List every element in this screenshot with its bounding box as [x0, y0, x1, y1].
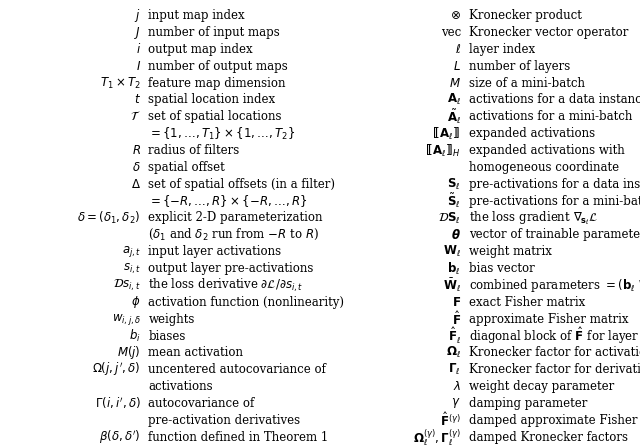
Text: Kronecker vector operator: Kronecker vector operator — [469, 26, 628, 39]
Text: $L$: $L$ — [453, 60, 461, 73]
Text: $[\![\mathbf{A}_\ell]\!]_H$: $[\![\mathbf{A}_\ell]\!]_H$ — [425, 143, 461, 159]
Text: pre-activation derivatives: pre-activation derivatives — [148, 414, 301, 427]
Text: exact Fisher matrix: exact Fisher matrix — [469, 296, 586, 309]
Text: $\mathbf{A}_\ell$: $\mathbf{A}_\ell$ — [447, 93, 461, 107]
Text: expanded activations: expanded activations — [469, 127, 595, 140]
Text: $j$: $j$ — [134, 7, 141, 24]
Text: $\tilde{\mathbf{S}}_\ell$: $\tilde{\mathbf{S}}_\ell$ — [447, 192, 461, 211]
Text: the loss derivative $\partial\mathcal{L}/\partial s_{i,t}$: the loss derivative $\partial\mathcal{L}… — [148, 277, 304, 294]
Text: damped Kronecker factors: damped Kronecker factors — [469, 430, 628, 444]
Text: $\gamma$: $\gamma$ — [451, 396, 461, 410]
Text: mean activation: mean activation — [148, 346, 243, 359]
Text: autocovariance of: autocovariance of — [148, 397, 255, 410]
Text: layer index: layer index — [469, 43, 535, 56]
Text: $\Delta$: $\Delta$ — [131, 178, 141, 191]
Text: $\bar{\mathbf{W}}_\ell$: $\bar{\mathbf{W}}_\ell$ — [443, 277, 461, 294]
Text: approximate Fisher matrix: approximate Fisher matrix — [469, 312, 628, 326]
Text: number of input maps: number of input maps — [148, 26, 280, 39]
Text: activations for a mini-batch: activations for a mini-batch — [469, 110, 632, 123]
Text: $\phi$: $\phi$ — [131, 294, 141, 310]
Text: $\hat{\mathbf{F}}^{(\gamma)}$: $\hat{\mathbf{F}}^{(\gamma)}$ — [440, 411, 461, 429]
Text: input map index: input map index — [148, 9, 245, 22]
Text: $a_{j,t}$: $a_{j,t}$ — [122, 244, 141, 259]
Text: $\delta$: $\delta$ — [132, 161, 141, 174]
Text: $\Omega(j, j', \delta)$: $\Omega(j, j', \delta)$ — [92, 361, 141, 379]
Text: $\hat{\mathbf{F}}$: $\hat{\mathbf{F}}$ — [452, 310, 461, 328]
Text: homogeneous coordinate: homogeneous coordinate — [469, 161, 620, 174]
Text: pre-activations for a mini-batch: pre-activations for a mini-batch — [469, 194, 640, 207]
Text: $\mathbf{W}_\ell$: $\mathbf{W}_\ell$ — [443, 244, 461, 259]
Text: $\hat{\mathbf{F}}_\ell$: $\hat{\mathbf{F}}_\ell$ — [448, 326, 461, 346]
Text: vec: vec — [440, 26, 461, 39]
Text: bias vector: bias vector — [469, 262, 535, 275]
Text: expanded activations with: expanded activations with — [469, 144, 625, 157]
Text: weight decay parameter: weight decay parameter — [469, 380, 614, 393]
Text: biases: biases — [148, 329, 186, 342]
Text: $\boldsymbol{\theta}$: $\boldsymbol{\theta}$ — [451, 228, 461, 242]
Text: $J$: $J$ — [134, 25, 141, 41]
Text: the loss gradient $\nabla_{\mathbf{s}_\ell}\mathcal{L}$: the loss gradient $\nabla_{\mathbf{s}_\e… — [469, 209, 599, 227]
Text: $[\![\mathbf{A}_\ell]\!]$: $[\![\mathbf{A}_\ell]\!]$ — [432, 126, 461, 142]
Text: $\mathcal{T}$: $\mathcal{T}$ — [130, 110, 141, 123]
Text: $\tilde{\mathbf{A}}_\ell$: $\tilde{\mathbf{A}}_\ell$ — [447, 108, 461, 126]
Text: Kronecker factor for activations: Kronecker factor for activations — [469, 346, 640, 359]
Text: $\mathcal{D}s_{i,t}$: $\mathcal{D}s_{i,t}$ — [113, 278, 141, 293]
Text: vector of trainable parameters: vector of trainable parameters — [469, 228, 640, 241]
Text: $\lambda$: $\lambda$ — [452, 380, 461, 393]
Text: $M$: $M$ — [449, 76, 461, 89]
Text: combined parameters $= (\mathbf{b}_\ell\ \mathbf{W}_\ell)$: combined parameters $= (\mathbf{b}_\ell\… — [469, 277, 640, 294]
Text: $\mathbf{F}$: $\mathbf{F}$ — [452, 296, 461, 309]
Text: $= \{-R, \ldots, R\} \times \{-R, \ldots, R\}$: $= \{-R, \ldots, R\} \times \{-R, \ldots… — [148, 193, 308, 209]
Text: $\otimes$: $\otimes$ — [450, 9, 461, 22]
Text: weight matrix: weight matrix — [469, 245, 552, 258]
Text: $T_1 \times T_2$: $T_1 \times T_2$ — [100, 76, 141, 91]
Text: Kronecker factor for derivatives: Kronecker factor for derivatives — [469, 363, 640, 376]
Text: ($\delta_1$ and $\delta_2$ run from $-R$ to $R$): ($\delta_1$ and $\delta_2$ run from $-R$… — [148, 227, 319, 242]
Text: set of spatial locations: set of spatial locations — [148, 110, 282, 123]
Text: $w_{i,j,\delta}$: $w_{i,j,\delta}$ — [111, 312, 141, 327]
Text: $s_{i,t}$: $s_{i,t}$ — [123, 261, 141, 276]
Text: $I$: $I$ — [136, 60, 141, 73]
Text: damping parameter: damping parameter — [469, 397, 588, 410]
Text: $b_i$: $b_i$ — [129, 328, 141, 344]
Text: $\delta = (\delta_1, \delta_2)$: $\delta = (\delta_1, \delta_2)$ — [77, 210, 141, 226]
Text: $t$: $t$ — [134, 93, 141, 106]
Text: input layer activations: input layer activations — [148, 245, 282, 258]
Text: number of layers: number of layers — [469, 60, 570, 73]
Text: $\mathcal{D}\mathbf{S}_\ell$: $\mathcal{D}\mathbf{S}_\ell$ — [438, 211, 461, 226]
Text: explicit 2-D parameterization: explicit 2-D parameterization — [148, 211, 323, 224]
Text: feature map dimension: feature map dimension — [148, 76, 286, 89]
Text: spatial offset: spatial offset — [148, 161, 225, 174]
Text: output layer pre-activations: output layer pre-activations — [148, 262, 314, 275]
Text: $M(j)$: $M(j)$ — [117, 344, 141, 361]
Text: pre-activations for a data instance: pre-activations for a data instance — [469, 178, 640, 191]
Text: $\mathbf{\Omega}_\ell^{(\gamma)}, \mathbf{\Gamma}_\ell^{(\gamma)}$: $\mathbf{\Omega}_\ell^{(\gamma)}, \mathb… — [413, 427, 461, 447]
Text: weights: weights — [148, 312, 195, 326]
Text: $\beta(\delta, \delta')$: $\beta(\delta, \delta')$ — [99, 428, 141, 446]
Text: output map index: output map index — [148, 43, 253, 56]
Text: size of a mini-batch: size of a mini-batch — [469, 76, 585, 89]
Text: activations for a data instance: activations for a data instance — [469, 93, 640, 106]
Text: damped approximate Fisher matrix: damped approximate Fisher matrix — [469, 414, 640, 427]
Text: $\Gamma(i, i', \delta)$: $\Gamma(i, i', \delta)$ — [95, 396, 141, 411]
Text: $i$: $i$ — [136, 42, 141, 56]
Text: radius of filters: radius of filters — [148, 144, 240, 157]
Text: Kronecker product: Kronecker product — [469, 9, 582, 22]
Text: activations: activations — [148, 380, 213, 393]
Text: $= \{1, \ldots, T_1\} \times \{1, \ldots, T_2\}$: $= \{1, \ldots, T_1\} \times \{1, \ldots… — [148, 126, 296, 142]
Text: $\mathbf{\Gamma}_\ell$: $\mathbf{\Gamma}_\ell$ — [448, 362, 461, 377]
Text: $\mathbf{\Omega}_\ell$: $\mathbf{\Omega}_\ell$ — [446, 346, 461, 360]
Text: $\ell$: $\ell$ — [454, 43, 461, 56]
Text: activation function (nonlinearity): activation function (nonlinearity) — [148, 296, 344, 309]
Text: number of output maps: number of output maps — [148, 60, 288, 73]
Text: $\mathbf{S}_\ell$: $\mathbf{S}_\ell$ — [447, 177, 461, 192]
Text: $\mathbf{b}_\ell$: $\mathbf{b}_\ell$ — [447, 261, 461, 277]
Text: spatial location index: spatial location index — [148, 93, 276, 106]
Text: $R$: $R$ — [132, 144, 141, 157]
Text: set of spatial offsets (in a filter): set of spatial offsets (in a filter) — [148, 178, 335, 191]
Text: function defined in Theorem 1: function defined in Theorem 1 — [148, 430, 329, 444]
Text: uncentered autocovariance of: uncentered autocovariance of — [148, 363, 326, 376]
Text: diagonal block of $\hat{\mathbf{F}}$ for layer $\ell$: diagonal block of $\hat{\mathbf{F}}$ for… — [469, 325, 640, 346]
